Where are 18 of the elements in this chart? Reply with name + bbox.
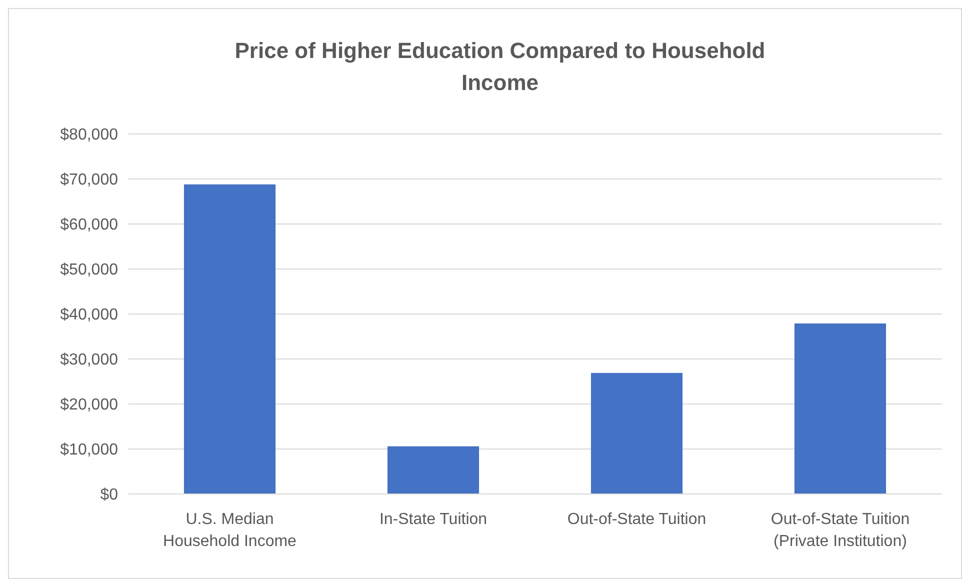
y-tick-label: $10,000 bbox=[60, 442, 118, 459]
x-tick-label: U.S. Median Household Income bbox=[163, 511, 297, 550]
y-tick-label: $60,000 bbox=[60, 216, 118, 234]
x-tick-label: Out-of-State Tuition (Private Institution) bbox=[770, 511, 910, 550]
chart-title: Price of Higher Education Compared to Household Income bbox=[234, 38, 766, 95]
y-tick-label: $50,000 bbox=[60, 262, 118, 279]
y-tick-label: $20,000 bbox=[60, 396, 118, 414]
bar bbox=[794, 323, 886, 494]
bar bbox=[590, 372, 683, 494]
y-tick-label: $40,000 bbox=[60, 306, 118, 324]
x-tick-label: Out-of-State Tuition bbox=[567, 511, 706, 528]
y-tick-label: $0 bbox=[100, 486, 118, 504]
bar bbox=[184, 184, 276, 494]
bar bbox=[387, 446, 480, 494]
y-tick-label: $70,000 bbox=[60, 172, 118, 189]
y-tick-label: $80,000 bbox=[60, 126, 118, 144]
y-tick-label: $30,000 bbox=[60, 352, 118, 369]
x-tick-label: In-State Tuition bbox=[379, 511, 488, 528]
